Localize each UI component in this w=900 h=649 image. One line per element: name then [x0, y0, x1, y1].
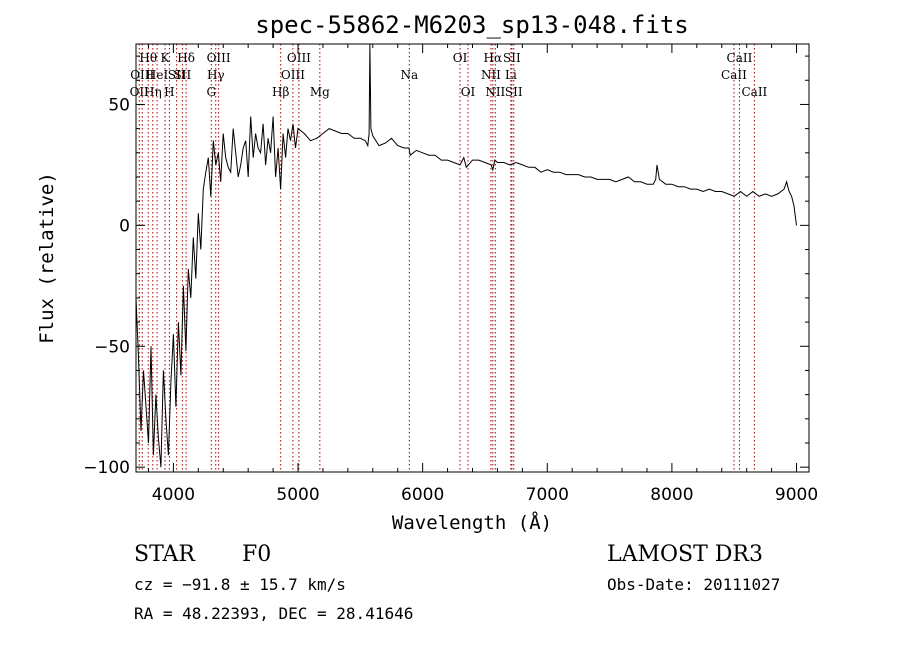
y-tick-label: −100 [83, 458, 130, 478]
plot-frame [135, 43, 810, 473]
emission-line-label: SII [174, 68, 192, 82]
y-axis-label: Flux (relative) [36, 172, 58, 344]
spectrum-line [135, 43, 797, 468]
emission-line-label: Hα [484, 51, 503, 65]
emission-line-label: OIII [281, 68, 305, 82]
emission-line-label: OII [130, 85, 150, 99]
emission-line-label: CaII [727, 51, 753, 65]
y-axis: −100 −50 0 50 [83, 55, 809, 478]
emission-line-label: Hθ [139, 51, 157, 65]
y-tick-label: 50 [108, 95, 130, 115]
x-tick-label: 5000 [276, 485, 319, 505]
emission-line-label: Na [400, 68, 418, 82]
redshift-readout: cz = −91.8 ± 15.7 km/s [134, 575, 346, 594]
emission-line-label: SII [168, 68, 186, 82]
emission-line-label: NII [485, 85, 505, 99]
coordinates: RA = 48.22393, DEC = 28.41646 [134, 604, 413, 623]
y-tick-label: −50 [94, 337, 130, 357]
emission-line-label: Hγ [207, 68, 225, 82]
x-tick-label: 7000 [526, 485, 569, 505]
emission-line-label: K [161, 51, 171, 65]
emission-line-label: HeI [146, 68, 169, 82]
emission-line-label: Mg [310, 85, 330, 99]
object-class: STAR [134, 542, 196, 567]
x-tick-label: 6000 [401, 485, 444, 505]
x-tick-label: 9000 [775, 485, 818, 505]
emission-line-label: Hη [144, 85, 162, 99]
emission-line-label: Hβ [272, 85, 289, 99]
survey-name: LAMOST DR3 [607, 542, 763, 567]
chart-title: spec-55862-M6203_sp13-048.fits [255, 11, 688, 39]
spectrum-series [135, 43, 797, 468]
emission-line-label: Hδ [177, 51, 195, 65]
emission-line-label: OI [461, 85, 476, 99]
emission-line-label: CaII [741, 85, 767, 99]
emission-line-label: OIII [287, 51, 311, 65]
emission-line-label: G [206, 85, 216, 99]
emission-line-label: SII [503, 51, 521, 65]
object-subclass: F0 [242, 542, 271, 567]
emission-line-label: OIII [207, 51, 231, 65]
x-axis: 4000 5000 6000 7000 8000 9000 [147, 44, 818, 505]
emission-line-label: SII [505, 85, 523, 99]
emission-line-label: NII [481, 68, 501, 82]
emission-line-label: H [164, 85, 174, 99]
x-tick-label: 4000 [152, 485, 195, 505]
y-tick-label: 0 [119, 216, 130, 236]
x-tick-label: 8000 [650, 485, 693, 505]
obs-date: Obs-Date: 20111027 [607, 575, 780, 594]
emission-line-label: Li [505, 68, 517, 82]
x-axis-label: Wavelength (Å) [392, 511, 552, 534]
emission-line-label: OI [453, 51, 468, 65]
emission-lines: OIIOIIIHθHηHeIKHSIISIIHδGHγOIIIHβOIIIOII… [130, 44, 768, 472]
emission-line-label: CaII [721, 68, 747, 82]
